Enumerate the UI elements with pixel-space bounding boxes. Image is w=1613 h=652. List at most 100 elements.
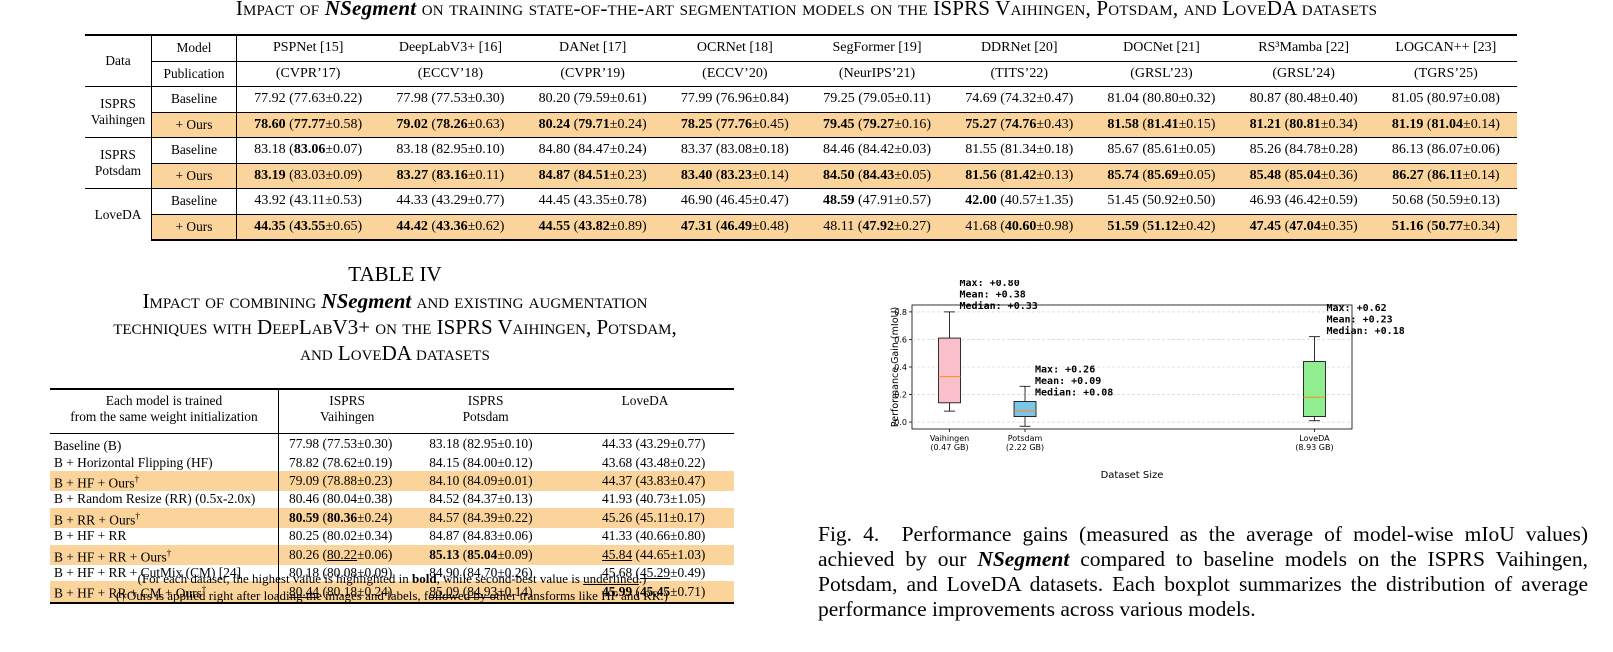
table3-cell: 78.25 (77.76±0.45) <box>663 111 806 138</box>
table3-cell: 78.60 (77.77±0.58) <box>236 111 380 138</box>
table4-cell-v: 80.46 (80.04±0.38) <box>278 491 416 508</box>
table4-method: B + HF + RR <box>54 528 127 544</box>
table4-cell-l: 45.99 (45.45±0.71) <box>556 581 734 604</box>
table3-cell: 83.27 (83.16±0.11) <box>379 162 522 189</box>
table3-dataset-name1: LoveDA <box>94 206 142 222</box>
table4-cell-l: 43.68 (43.48±0.22) <box>602 454 706 470</box>
table3-row-1-baseline: ISPRS Potsdam Baseline 83.18 (83.06±0.07) 83… <box>85 137 1517 189</box>
table3-cell: 77.92 (77.63±0.22) <box>236 86 380 112</box>
table4-header-row: Each model is trained from the same weig… <box>50 388 734 434</box>
table4-head-method-line1: Each model is trained <box>105 393 223 408</box>
table4-method: B + RR + Ours† <box>50 507 279 529</box>
table3-publication-7: (GRSL’24) <box>1232 60 1375 87</box>
table4-title-line1: Impact of combining NSegment and existin… <box>0 289 790 314</box>
table3-cell: 75.27 (74.76±0.43) <box>948 111 1091 138</box>
table3-cell: 46.93 (46.42±0.59) <box>1232 188 1375 214</box>
annotation-max: Max: +0.80 <box>960 280 1020 289</box>
table4-method: B + HF + RR + Ours† <box>50 544 279 565</box>
table3-cell: 84.50 (84.43±0.05) <box>805 162 949 189</box>
table3-cell: 81.58 (81.41±0.15) <box>1090 111 1233 138</box>
ytick-label: 0.6 <box>894 335 907 344</box>
table3-model-1: DeepLabV3+ [16] <box>379 34 522 61</box>
ytick-label: 0.4 <box>894 363 907 372</box>
table3-cell: 74.69 (74.32±0.47) <box>965 91 1074 107</box>
table4-cell-v: 80.18 (80.08±0.09) <box>278 564 416 582</box>
table4-cell-v: 78.82 (78.62±0.19) <box>278 454 416 471</box>
table3-cell: 51.59 (51.12±0.42) <box>1090 213 1233 241</box>
table3-header-publication: Publication <box>151 60 237 87</box>
table4-title-line3: and LoveDA datasets <box>300 341 490 365</box>
xtick-sublabel: (0.47 GB) <box>930 443 968 452</box>
figure4-caption-text2: compared to baseline models on the ISPRS… <box>818 547 1589 621</box>
table3-publication-4: (NeurIPS’21) <box>805 60 949 87</box>
table3-cell: 86.27 (86.11±0.14) <box>1374 162 1517 189</box>
table3-header-model: Model <box>151 34 237 61</box>
xtick-sublabel: (2.22 GB) <box>1006 443 1044 452</box>
table4-cell-p: 83.18 (82.95±0.10) <box>429 436 533 452</box>
table3-row-0-baseline: ISPRS Vaihingen Baseline 77.92 (77.63±0.22)… <box>85 86 1517 127</box>
table3-cell: 84.46 (84.42±0.03) <box>805 137 949 163</box>
table3-rowlabel: + Ours <box>151 213 237 241</box>
table4-cell-v: 80.59 (80.36±0.24) <box>278 507 416 529</box>
table4-method: B + HF + Ours† <box>50 470 279 492</box>
table3-dataset-name1: ISPRS <box>100 147 136 162</box>
table3-cell: 43.92 (43.11±0.53) <box>236 188 380 214</box>
table3-cell: 80.87 (80.48±0.40) <box>1249 91 1358 107</box>
box-potsdam <box>1013 401 1037 417</box>
table4-head-vaihingen-line1: ISPRS <box>329 393 365 408</box>
table3-cell: 47.45 (47.04±0.35) <box>1232 213 1375 241</box>
table3-cell: 51.45 (50.92±0.50) <box>1090 188 1233 214</box>
table3-publication-3: (ECCV’20) <box>663 60 806 87</box>
box-loveda <box>1303 361 1326 418</box>
table3-header-data: Data <box>85 34 152 87</box>
table4-note1-end: .) <box>638 571 647 586</box>
table4-note1-underlined: underlined <box>583 571 639 586</box>
figure4-caption: Fig. 4. Performance gains (measured as t… <box>818 522 1588 622</box>
table3-cell: 51.16 (50.77±0.34) <box>1374 213 1517 241</box>
table4-cell-p: 84.87 (84.83±0.06) <box>429 528 533 544</box>
table3-cell: 84.80 (84.47±0.24) <box>521 137 664 163</box>
table4-head-potsdam: ISPRS Potsdam <box>415 388 557 434</box>
table3-cell: 42.00 (40.57±1.35) <box>948 188 1091 214</box>
table4-note1-mid: , while second-best value is <box>436 571 580 586</box>
x-axis-label: Dataset Size <box>1101 470 1164 481</box>
table3-cell: 85.67 (85.61±0.05) <box>1090 137 1233 163</box>
table3-rowlabel: Baseline <box>151 188 237 214</box>
table4-method: B + Random Resize (RR) (0.5x-2.0x) <box>54 491 256 507</box>
table4-cell-l: 44.33 (43.29±0.77) <box>602 436 706 452</box>
annotation-max: Max: +0.62 <box>1326 303 1386 314</box>
table3-model-8: LOGCAN++ [23] <box>1374 34 1517 61</box>
table3-dataset-name2: Potsdam <box>94 163 142 178</box>
annotation-mean: Mean: +0.09 <box>1035 376 1101 387</box>
table3-cell: 85.26 (84.78±0.28) <box>1232 137 1375 163</box>
table4-cell-p: 84.90 (84.70±0.26) <box>429 565 533 581</box>
table3-cell: 81.56 (81.42±0.13) <box>948 162 1091 189</box>
table4-note2: (†Ours is applied right after loading th… <box>115 588 669 603</box>
table4-note1-bold: bold <box>412 571 437 586</box>
table3-publication-6: (GRSL’23) <box>1090 60 1233 87</box>
table3-cell: 46.90 (46.45±0.47) <box>663 188 806 214</box>
table4-method: B + Horizontal Flipping (HF) <box>54 454 213 470</box>
table3-row-2-ours: + Ours 44.35 (43.55±0.65) 44.42 (43.36±0.6… <box>85 213 1517 241</box>
annotation-median: Median: +0.33 <box>960 300 1038 312</box>
table4-cell-l: 45.26 (45.11±0.17) <box>556 507 734 529</box>
table4-title-prefix: Impact of combining <box>142 289 317 313</box>
table3-cell: 77.99 (76.96±0.84) <box>680 91 789 107</box>
table4-cell-v: 77.98 (77.53±0.30) <box>278 433 416 455</box>
table4-head-loveda: LoveDA <box>556 388 734 434</box>
table3-caption-nsegment: NSegment <box>324 0 417 20</box>
table3-cell: 85.48 (85.04±0.36) <box>1232 162 1375 189</box>
table3-cell: 48.59 (47.91±0.57) <box>805 188 949 214</box>
table3-publication-5: (TITS’22) <box>948 60 1091 87</box>
table4-cell-p: 85.13 (85.04±0.09) <box>415 544 557 565</box>
table3-cell: 44.55 (43.82±0.89) <box>521 213 664 241</box>
table3-model-2: DANet [17] <box>521 34 664 61</box>
table3-model-5: DDRNet [20] <box>948 34 1091 61</box>
table4-row: B + HF + Ours† 79.09 (78.88±0.23) 84.10 (8… <box>50 470 734 492</box>
box-vaihingen <box>938 337 961 404</box>
xtick-label: LoveDA <box>1299 434 1330 443</box>
table4-cell-v: 80.25 (80.02±0.34) <box>278 528 416 545</box>
ytick-label: 0.8 <box>894 308 907 317</box>
table3-rowlabel: + Ours <box>151 162 237 189</box>
table4-cell-v: 80.26 (80.22±0.06) <box>278 544 416 565</box>
